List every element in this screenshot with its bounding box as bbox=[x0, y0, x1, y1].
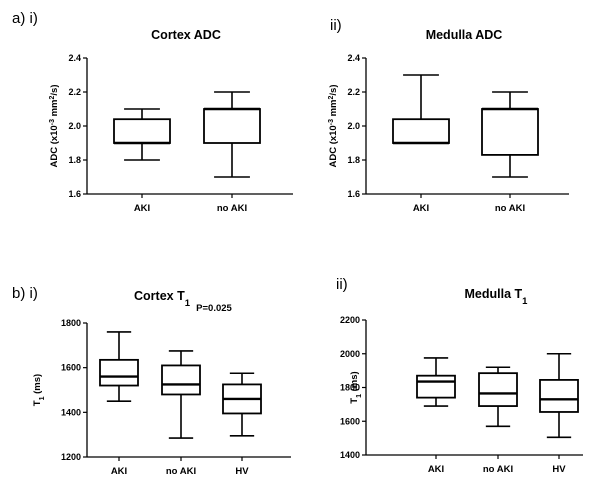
y-axis-label-subscript: 1 bbox=[356, 394, 363, 398]
x-tick-label-aki: AKI bbox=[111, 466, 127, 477]
y-axis-label-part: ADC (x10 bbox=[49, 125, 60, 167]
y-axis-label-superscript: -3 bbox=[328, 119, 335, 125]
iqr-box bbox=[539, 379, 579, 413]
chart-title: Cortex T1 bbox=[134, 289, 191, 309]
y-tick-label: 1200 bbox=[61, 452, 81, 462]
iqr-box bbox=[478, 372, 518, 407]
y-tick-label: 1400 bbox=[61, 407, 81, 417]
chart-title: Medulla ADC bbox=[426, 28, 503, 42]
y-tick-label: 1800 bbox=[61, 318, 81, 328]
y-tick-label: 1.8 bbox=[347, 155, 360, 165]
y-tick-label: 1.6 bbox=[68, 189, 81, 199]
iqr-box bbox=[99, 358, 139, 387]
y-tick-label: 1600 bbox=[340, 416, 360, 426]
chart-medulla-adc: Medulla ADC 1.6 1.8 2.0 2.2 2.4 ADC (x10-3 mm2… bbox=[328, 28, 569, 214]
y-axis-label-part: (ms) bbox=[349, 371, 360, 394]
x-tick-label-hv: HV bbox=[235, 466, 249, 477]
y-axis-label-part: T bbox=[349, 398, 360, 404]
y-axis-label: T1 (ms) bbox=[349, 371, 363, 403]
chart-title-main: Cortex T bbox=[134, 289, 185, 303]
x-tick-label-hv: HV bbox=[552, 464, 566, 475]
chart-title: Medulla T1 bbox=[465, 287, 529, 307]
y-axis-label: ADC (x10-3 mm2/s) bbox=[328, 84, 340, 167]
box-no-aki bbox=[203, 91, 261, 178]
y-tick-label: 1.6 bbox=[347, 189, 360, 199]
box-hv bbox=[222, 372, 262, 437]
y-tick-label: 2.2 bbox=[68, 87, 81, 97]
box-no-aki bbox=[478, 366, 518, 428]
y-axis-label-superscript: 2 bbox=[49, 95, 56, 99]
x-tick-label-aki: AKI bbox=[134, 203, 150, 214]
y-tick-label: 1600 bbox=[61, 363, 81, 373]
y-tick-label: 2.2 bbox=[347, 87, 360, 97]
box-aki bbox=[392, 74, 450, 145]
box-aki bbox=[416, 357, 456, 407]
y-tick-label: 2.0 bbox=[68, 121, 81, 131]
x-tick-label-no-aki: no AKI bbox=[166, 466, 196, 477]
iqr-box bbox=[416, 374, 456, 399]
y-axis-label-superscript: -3 bbox=[49, 119, 56, 125]
y-tick-label: 2200 bbox=[340, 315, 360, 325]
y-axis-label-part: /s) bbox=[49, 84, 60, 95]
box-hv bbox=[539, 352, 579, 439]
x-tick-label-aki: AKI bbox=[413, 203, 429, 214]
x-tick-label-no-aki: no AKI bbox=[495, 203, 525, 214]
y-tick-label: 1400 bbox=[340, 450, 360, 460]
y-axis-label-part: ADC (x10 bbox=[328, 125, 339, 167]
y-axis-label: T1 (ms) bbox=[32, 374, 46, 406]
x-tick-label-aki: AKI bbox=[428, 464, 444, 475]
y-axis-label: ADC (x10-3 mm2/s) bbox=[49, 84, 61, 167]
y-tick-label: 2.4 bbox=[68, 53, 81, 63]
y-axis-label-part: /s) bbox=[328, 84, 339, 95]
panel-label-b-ii: ii) bbox=[336, 276, 348, 293]
y-tick-label: 2.0 bbox=[347, 121, 360, 131]
y-axis-label-part: mm bbox=[49, 99, 60, 119]
p-value-annotation: P=0.025 bbox=[196, 303, 232, 314]
panel-label-a-ii: ii) bbox=[330, 17, 342, 34]
chart-title-subscript: 1 bbox=[522, 296, 528, 307]
chart-title-subscript: 1 bbox=[185, 298, 191, 309]
iqr-box bbox=[203, 108, 261, 144]
y-axis-label-part: mm bbox=[328, 99, 339, 119]
y-tick-label: 1.8 bbox=[68, 155, 81, 165]
x-tick-label-no-aki: no AKI bbox=[483, 464, 513, 475]
iqr-box bbox=[161, 364, 201, 396]
box-aki bbox=[99, 331, 139, 402]
iqr-box bbox=[481, 108, 539, 156]
box-no-aki bbox=[481, 91, 539, 178]
chart-title: Cortex ADC bbox=[151, 28, 221, 42]
chart-title-main: Medulla T bbox=[465, 287, 523, 301]
y-axis-label-part: T bbox=[32, 400, 43, 406]
y-tick-label: 1800 bbox=[340, 383, 360, 393]
chart-cortex-adc: Cortex ADC 1.6 1.8 2.0 2.2 2.4 ADC (x10-3 mm2/… bbox=[49, 28, 293, 214]
panel-label-b-i: b) i) bbox=[12, 285, 38, 302]
y-tick-label: 2000 bbox=[340, 349, 360, 359]
box-aki bbox=[113, 108, 171, 161]
y-axis-label-part: (ms) bbox=[32, 374, 43, 397]
y-axis-label-superscript: 2 bbox=[328, 95, 335, 99]
y-axis-label-subscript: 1 bbox=[39, 396, 46, 400]
y-tick-label: 2.4 bbox=[347, 53, 360, 63]
iqr-box bbox=[392, 118, 450, 144]
x-tick-label-no-aki: no AKI bbox=[217, 203, 247, 214]
panel-label-a-i: a) i) bbox=[12, 10, 38, 27]
box-no-aki bbox=[161, 350, 201, 439]
iqr-box bbox=[113, 118, 171, 144]
